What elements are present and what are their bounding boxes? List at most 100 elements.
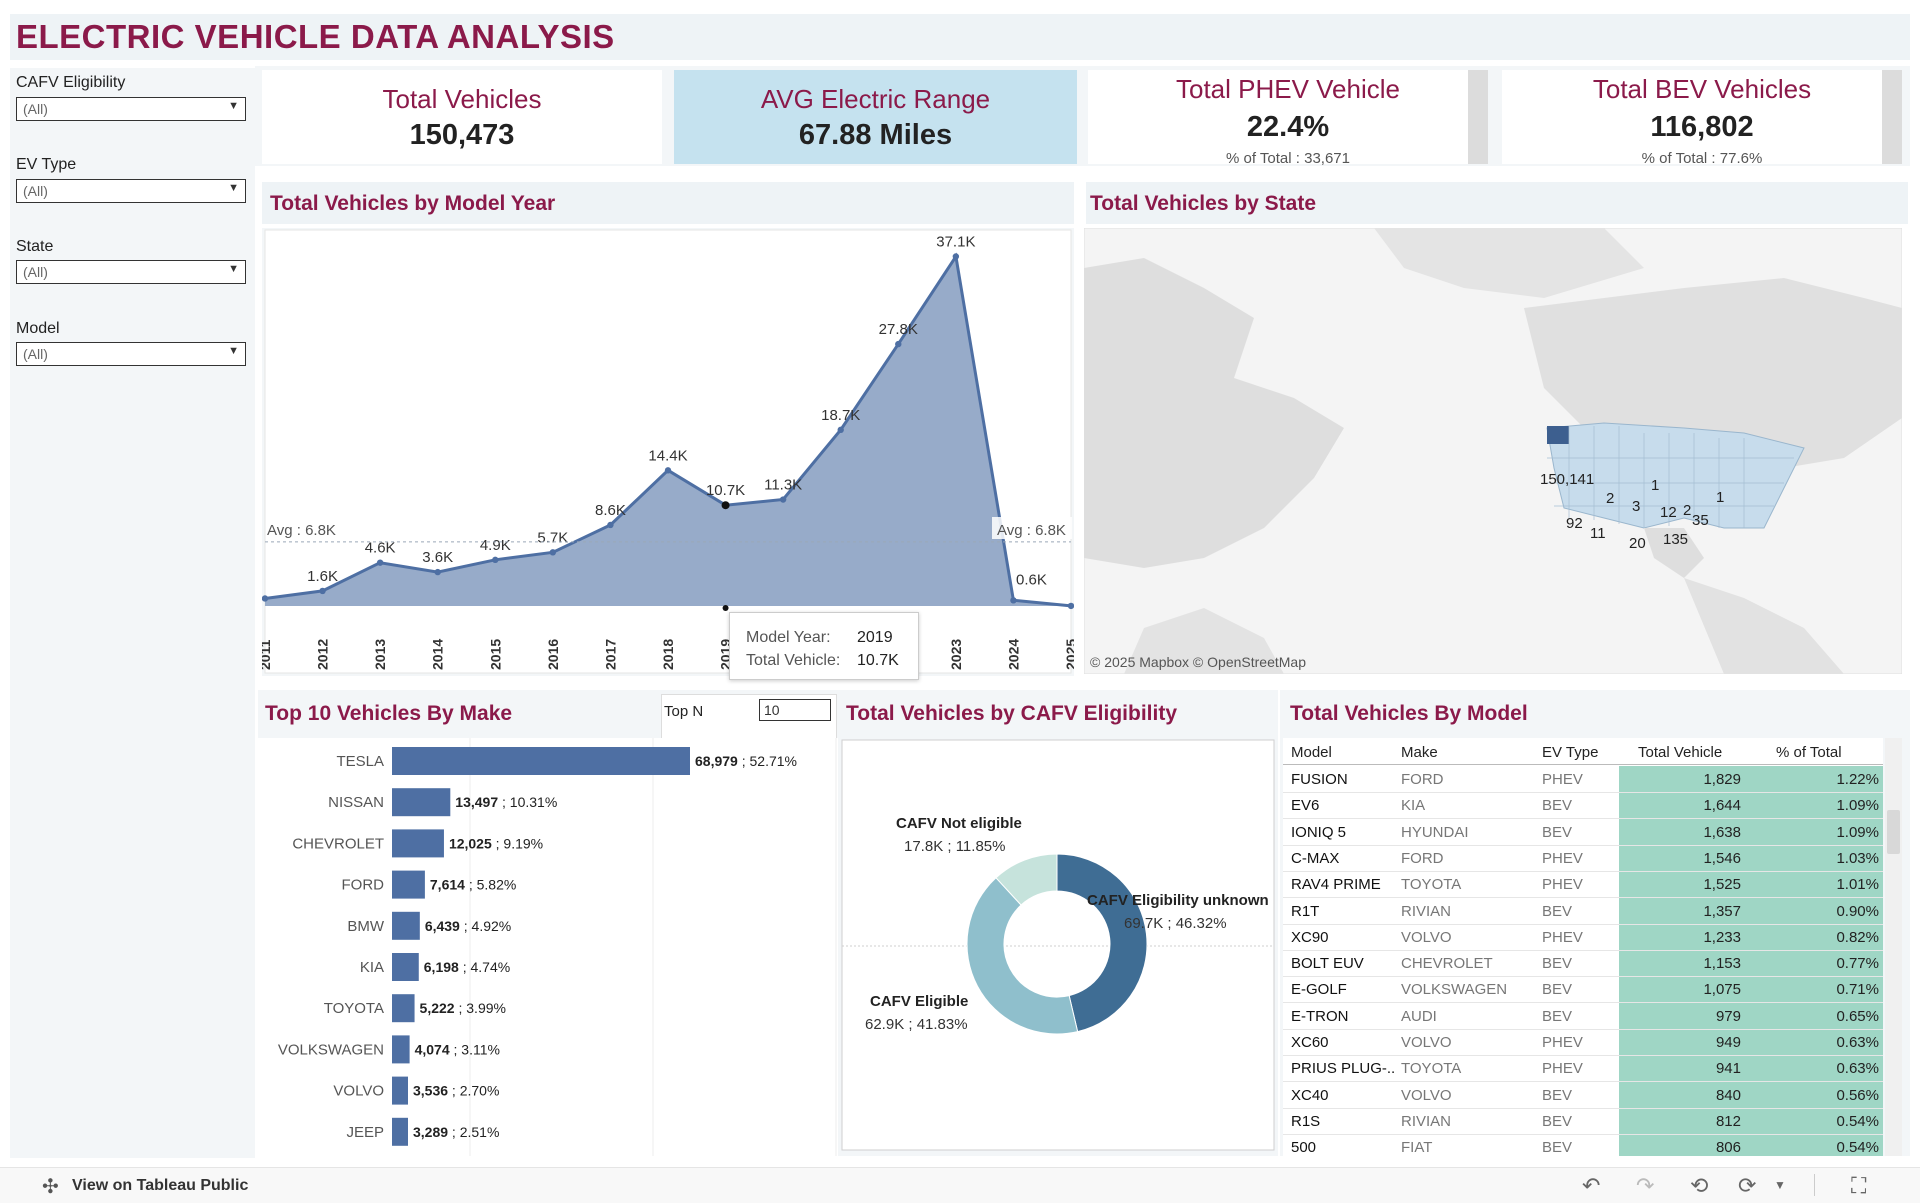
bar[interactable] — [392, 911, 420, 940]
data-point[interactable] — [607, 521, 614, 529]
table-row[interactable]: EV6 KIA BEV 1,644 1.09% — [1283, 792, 1883, 820]
x-tick-label: 2012 — [315, 639, 331, 670]
data-point[interactable] — [664, 467, 672, 474]
table-cell: BOLT EUV — [1291, 955, 1364, 973]
topn-input[interactable]: 10 — [759, 699, 831, 721]
cafv-chart-title: Total Vehicles by CAFV Eligibility — [846, 702, 1178, 725]
table-cell: RIVIAN — [1401, 902, 1452, 920]
bar[interactable] — [392, 994, 415, 1023]
table-row[interactable]: FUSION FORD PHEV 1,829 1.22% — [1283, 766, 1883, 793]
data-label: 3.6K — [422, 549, 453, 566]
donut-label-value: 62.9K ; 41.83% — [865, 1016, 968, 1033]
topn-parameter: Top N 10 — [661, 694, 837, 744]
table-row[interactable]: XC60 VOLVO PHEV 949 0.63% — [1283, 1029, 1883, 1056]
undo-icon[interactable]: ↶ — [1582, 1173, 1601, 1198]
redo-icon[interactable]: ↷ — [1636, 1173, 1655, 1198]
model-table[interactable]: Model Make EV Type Total Vehicle % of To… — [1283, 738, 1883, 1156]
data-point[interactable] — [895, 340, 902, 348]
make-bar-chart[interactable]: TESLA 68,979 ; 52.71% NISSAN 13,497 ; 10.31… — [258, 738, 838, 1156]
map-label: 3 — [1632, 498, 1640, 515]
year-area-chart[interactable]: 1.6K 4.6K 3.6K 4.9K 5.7K 8.6K 14.4K 10.7K 11.3K 1… — [262, 228, 1074, 676]
donut-slice[interactable] — [995, 853, 1058, 906]
table-cell: KIA — [1401, 797, 1426, 815]
filter-select-state[interactable]: (All) ▼ — [16, 260, 246, 284]
filter-label-model: Model — [16, 320, 60, 337]
map-attribution[interactable]: © 2025 Mapbox © OpenStreetMap — [1090, 654, 1306, 670]
donut-label-value: 69.7K ; 46.32% — [1124, 915, 1227, 932]
table-scrollbar[interactable] — [1885, 738, 1902, 1156]
avg-label-bg — [992, 517, 1072, 539]
cafv-donut-chart[interactable]: CAFV Not eligible 17.8K ; 11.85% CAFV El… — [840, 738, 1276, 1152]
revert-icon[interactable]: ⟲ — [1690, 1173, 1709, 1198]
bar[interactable] — [392, 747, 690, 775]
data-point[interactable] — [1010, 597, 1017, 604]
bar-value-label: 6,198 ; 4.74% — [424, 959, 510, 975]
bar[interactable] — [392, 953, 419, 981]
map-state-washington[interactable] — [1547, 426, 1569, 444]
donut-label-name: CAFV Not eligible — [896, 815, 1022, 832]
table-row[interactable]: RAV4 PRIME TOYOTA PHEV 1,525 1.01% — [1283, 871, 1883, 899]
table-row[interactable]: R1S RIVIAN BEV 812 0.54% — [1283, 1108, 1883, 1135]
table-row[interactable]: R1T RIVIAN BEV 1,357 0.90% — [1283, 898, 1883, 925]
data-point[interactable] — [262, 595, 269, 602]
table-row[interactable]: BOLT EUV CHEVROLET BEV 1,153 0.77% — [1283, 950, 1883, 978]
bar[interactable] — [392, 870, 425, 899]
bar[interactable] — [392, 829, 444, 858]
data-point[interactable] — [721, 501, 730, 510]
bar[interactable] — [392, 1035, 410, 1064]
measure-highlight — [1619, 766, 1883, 1156]
data-point[interactable] — [376, 559, 384, 566]
column-header[interactable]: Make — [1401, 744, 1438, 761]
filter-select-cafv[interactable]: (All) ▼ — [16, 97, 246, 121]
table-row[interactable]: E-TRON AUDI BEV 979 0.65% — [1283, 1003, 1883, 1030]
scrollbar[interactable] — [1468, 70, 1488, 164]
column-header[interactable]: % of Total — [1776, 744, 1842, 761]
kpi-value: 22.4% — [1246, 111, 1330, 143]
scrollbar[interactable] — [1882, 70, 1902, 164]
data-point[interactable] — [434, 568, 441, 576]
data-label: 14.4K — [648, 447, 687, 464]
page-title: ELECTRIC VEHICLE DATA ANALYSIS — [16, 18, 615, 55]
data-point[interactable] — [779, 496, 787, 503]
bar[interactable] — [392, 1117, 408, 1146]
table-row[interactable]: E-GOLF VOLKSWAGEN BEV 1,075 0.71% — [1283, 976, 1883, 1004]
table-row[interactable]: IONIQ 5 HYUNDAI BEV 1,638 1.09% — [1283, 819, 1883, 846]
kpi-phev: Total PHEV Vehicle 22.4% % of Total : 33… — [1088, 70, 1488, 167]
table-cell: TOYOTA — [1401, 1060, 1462, 1078]
map-landmass-asia — [1084, 258, 1344, 568]
filter-select-model[interactable]: (All) ▼ — [16, 342, 246, 366]
dropdown-arrow-icon[interactable]: ▼ — [1774, 1178, 1786, 1192]
table-row[interactable]: 500 FIAT BEV 806 0.54% — [1283, 1134, 1883, 1156]
toolbar-divider — [1814, 1174, 1815, 1196]
year-chart-title: Total Vehicles by Model Year — [270, 192, 556, 215]
fullscreen-icon[interactable]: ⛶ — [1851, 1173, 1867, 1198]
bar[interactable] — [392, 1076, 408, 1105]
section-header-band — [262, 182, 1074, 224]
table-cell: 1,638 — [1703, 823, 1741, 841]
data-point[interactable] — [837, 426, 844, 434]
refresh-icon[interactable]: ⟳ — [1738, 1173, 1757, 1198]
column-header[interactable]: EV Type — [1542, 744, 1599, 761]
data-point[interactable] — [319, 587, 326, 595]
data-point[interactable] — [952, 253, 960, 260]
bar[interactable] — [392, 788, 451, 817]
column-header[interactable]: Total Vehicle — [1638, 744, 1723, 761]
map-label: 1 — [1651, 477, 1659, 494]
filter-select-ev-type[interactable]: (All) ▼ — [16, 179, 246, 203]
table-row[interactable]: XC90 VOLVO PHEV 1,233 0.82% — [1283, 924, 1883, 951]
donut-slice[interactable] — [966, 877, 1079, 1035]
area-fill — [265, 256, 1071, 606]
state-map[interactable]: 150,141 2 1 1 3 12 2 35 92 11 20 135 © 2… — [1084, 228, 1902, 674]
table-row[interactable]: C-MAX FORD PHEV 1,546 1.03% — [1283, 845, 1883, 872]
column-header[interactable]: Model — [1291, 744, 1332, 761]
data-point[interactable] — [1067, 602, 1074, 610]
donut-slice[interactable] — [1056, 853, 1148, 1033]
table-row[interactable]: XC40 VOLVO BEV 840 0.56% — [1283, 1082, 1883, 1109]
table-row[interactable]: PRIUS PLUG-.. TOYOTA PHEV 941 0.63% — [1283, 1055, 1883, 1083]
data-point[interactable] — [549, 549, 557, 556]
data-point[interactable] — [492, 556, 499, 564]
state-map-title: Total Vehicles by State — [1090, 192, 1317, 215]
table-cell: 0.90% — [1836, 902, 1879, 920]
view-on-tableau-link[interactable]: View on Tableau Public — [72, 1177, 249, 1194]
scrollbar-thumb[interactable] — [1887, 810, 1900, 854]
